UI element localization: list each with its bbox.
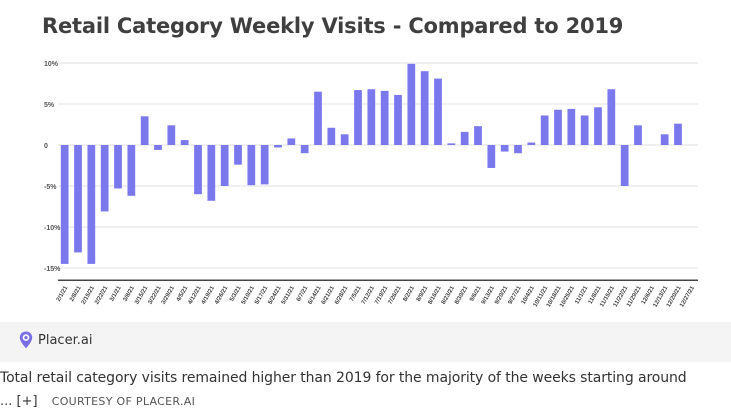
chart-figure: Retail Category Weekly Visits - Compared…: [42, 14, 698, 309]
x-tick-label: 6/28/21: [334, 285, 350, 306]
bar: [594, 107, 602, 145]
y-tick-label: 10%: [44, 61, 59, 68]
bar: [460, 131, 469, 145]
bar: [500, 145, 509, 152]
x-tick-label: 9/6/21: [469, 285, 483, 303]
bar: [380, 90, 389, 145]
x-tick-label: 3/8/21: [123, 285, 137, 303]
bar-chart: 10% 5% 0 -5% -10% -15% 2/1/21 2/8/212/15/212/2…: [44, 61, 698, 309]
x-tick-label: 2/8/21: [69, 285, 83, 303]
bar: [407, 63, 416, 145]
bar: [114, 145, 122, 189]
bar: [354, 90, 362, 145]
figure-caption: Total retail category visits remained hi…: [0, 370, 687, 386]
bar: [207, 145, 216, 201]
chart-title: Retail Category Weekly Visits - Compared…: [42, 14, 624, 38]
bar: [154, 145, 162, 150]
x-tick-label: 8/30/21: [454, 285, 470, 306]
bar: [260, 145, 269, 185]
bar: [140, 116, 149, 145]
bar: [447, 143, 456, 145]
bar: [274, 145, 282, 148]
bar: [327, 127, 336, 145]
bar: [74, 145, 82, 253]
bar: [514, 145, 522, 154]
bar: [674, 123, 682, 145]
y-tick-label: -15%: [44, 266, 61, 273]
expand-caption-button[interactable]: [+]: [16, 394, 38, 409]
bar: [127, 145, 136, 196]
y-tick-label: -5%: [44, 184, 57, 191]
photo-credit: COURTESY OF PLACER.AI: [51, 395, 196, 408]
bar: [100, 145, 109, 212]
bar: [434, 78, 442, 145]
bar: [567, 108, 576, 145]
y-tick-label: 0: [44, 143, 48, 150]
x-tick-label: 7/5/21: [349, 285, 363, 303]
bar: [634, 125, 642, 145]
x-tick-label: 2/1/21: [56, 285, 70, 303]
bar: [247, 145, 256, 186]
logo-bar: Placer.ai: [0, 322, 731, 362]
bar: [234, 145, 242, 165]
x-tick-label: 8/2/21: [403, 285, 417, 303]
caption-ellipsis: ...: [0, 394, 13, 409]
bar: [314, 91, 322, 145]
x-tick-label: 2/22/21: [94, 285, 110, 306]
x-tick-label: 6/7/21: [296, 285, 310, 303]
logo-text: Placer.ai: [38, 333, 93, 348]
bar: [620, 145, 629, 186]
bar: [487, 145, 496, 168]
x-tick-label: 4/26/21: [214, 285, 230, 306]
bar: [660, 134, 669, 145]
x-tick-label: 7/26/21: [388, 285, 404, 306]
bar: [474, 126, 482, 145]
x-tick-label: 5/3/21: [229, 285, 243, 303]
bar: [394, 94, 402, 145]
bar: [60, 145, 69, 264]
bar: [554, 109, 562, 145]
x-tick-label: 4/5/21: [176, 285, 190, 303]
bar: [287, 138, 296, 145]
grid-lines: [58, 62, 698, 282]
placer-pin-icon: [19, 331, 33, 349]
caption-continuation: ... [+] COURTESY OF PLACER.AI: [0, 394, 195, 409]
bar: [194, 145, 202, 195]
y-tick-label: -10%: [44, 225, 61, 232]
bar: [167, 125, 176, 145]
bar: [607, 89, 616, 145]
bar: [540, 115, 549, 145]
bar: [420, 71, 429, 145]
bar: [300, 145, 309, 154]
x-tick-label: 8/9/21: [416, 285, 430, 303]
y-tick-label: 5%: [44, 102, 55, 109]
bar: [180, 140, 189, 145]
bar: [220, 145, 229, 186]
x-tick-label: 3/1/21: [109, 285, 123, 303]
bars: [60, 63, 682, 264]
bar: [580, 115, 589, 145]
bar: [527, 142, 536, 145]
x-tick-label: 5/31/21: [281, 285, 297, 306]
bar: [367, 89, 376, 145]
y-tick-labels: 10% 5% 0 -5% -10% -15%: [44, 61, 61, 273]
x-tick-labels: 2/1/21 2/8/212/15/212/22/21 3/1/21 3/8/213/…: [56, 285, 697, 309]
bar: [87, 145, 96, 264]
x-tick-label: 3/29/21: [161, 285, 177, 306]
bar: [340, 134, 349, 145]
